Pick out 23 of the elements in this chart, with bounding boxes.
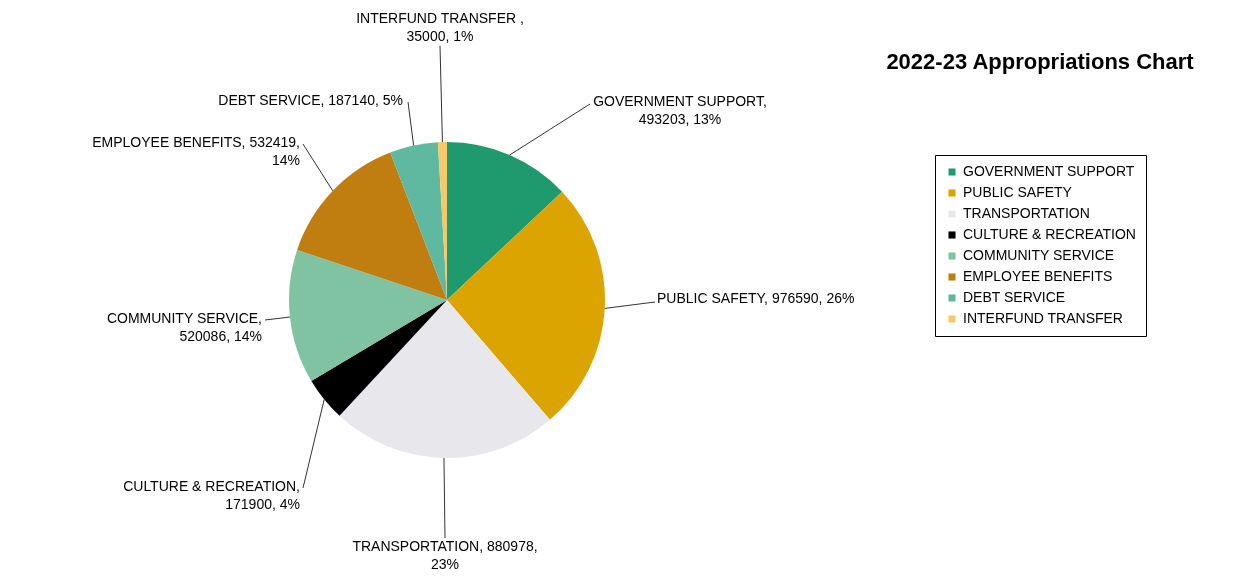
pie-slice	[447, 142, 563, 300]
legend-label: COMMUNITY SERVICE	[963, 247, 1115, 263]
pie-slice	[311, 300, 447, 416]
data-label: GOVERNMENT SUPPORT, 493203, 13%	[593, 93, 767, 127]
pie-slice	[339, 300, 550, 458]
data-label: CULTURE & RECREATION, 171900, 4%	[123, 478, 300, 512]
data-label: INTERFUND TRANSFER , 35000, 1%	[356, 10, 524, 44]
text: 2022-23 Appropriations Chart	[886, 49, 1195, 74]
data-label: COMMUNITY SERVICE, 520086, 14%	[106, 310, 262, 344]
data-label: TRANSPORTATION, 880978, 23%	[352, 538, 538, 572]
pie-slice	[289, 249, 447, 381]
legend-label: TRANSPORTATION	[963, 205, 1090, 221]
data-label: PUBLIC SAFETY, 976590, 26%	[657, 290, 855, 306]
legend-label: DEBT SERVICE	[963, 289, 1066, 305]
legend-label: EMPLOYEE BENEFITS	[963, 268, 1113, 284]
legend-label: PUBLIC SAFETY	[963, 184, 1073, 200]
pie-slice	[390, 142, 447, 300]
legend-label: INTERFUND TRANSFER	[963, 310, 1123, 326]
legend-label: GOVERNMENT SUPPORT	[963, 163, 1135, 179]
legend-label: CULTURE & RECREATION	[963, 226, 1136, 242]
data-label: DEBT SERVICE, 187140, 5%	[218, 92, 403, 108]
data-label: EMPLOYEE BENEFITS, 532419, 14%	[92, 134, 300, 168]
pie-slice	[447, 191, 605, 420]
